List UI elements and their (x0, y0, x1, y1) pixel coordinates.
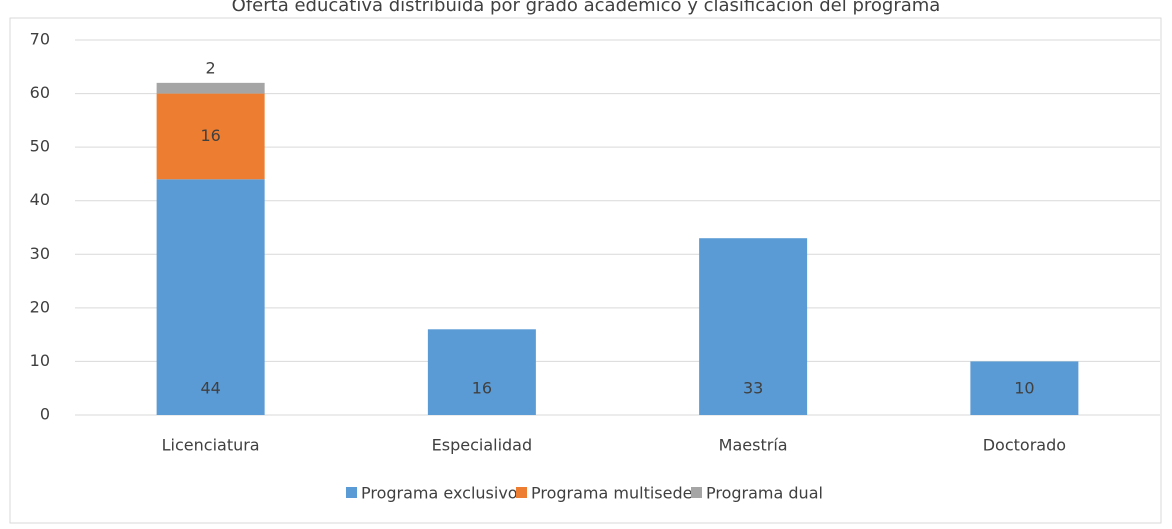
data-label: 10 (1014, 379, 1034, 398)
y-tick-label: 70 (30, 30, 50, 49)
x-tick-label: Maestría (719, 436, 788, 455)
y-tick-label: 50 (30, 137, 50, 156)
data-label: 44 (200, 379, 220, 398)
y-tick-label: 60 (30, 83, 50, 102)
bar-segment (427, 329, 536, 415)
bar-segment (156, 93, 265, 180)
legend-label: Programa exclusivo (361, 484, 518, 503)
y-tick-label: 30 (30, 244, 50, 263)
y-tick-label: 10 (30, 351, 50, 370)
data-label: 16 (472, 379, 492, 398)
legend-swatch (691, 487, 702, 498)
data-label: 16 (200, 126, 220, 145)
chart-title: Oferta educativa distribuida por grado a… (232, 0, 941, 16)
y-tick-label: 20 (30, 297, 50, 316)
x-tick-label: Doctorado (983, 436, 1066, 455)
legend-swatch (346, 487, 357, 498)
bar-segment (970, 361, 1079, 415)
legend-label: Programa dual (706, 484, 823, 503)
bar-segment (699, 238, 808, 415)
y-tick-label: 40 (30, 190, 50, 209)
bar-segment (156, 179, 265, 415)
bar-segment (156, 82, 265, 94)
x-tick-label: Licenciatura (162, 436, 260, 455)
legend-label: Programa multisede (531, 484, 692, 503)
data-label: 33 (743, 379, 763, 398)
y-tick-label: 0 (40, 405, 50, 424)
legend-swatch (516, 487, 527, 498)
data-label: 2 (206, 58, 216, 77)
x-tick-label: Especialidad (432, 436, 533, 455)
